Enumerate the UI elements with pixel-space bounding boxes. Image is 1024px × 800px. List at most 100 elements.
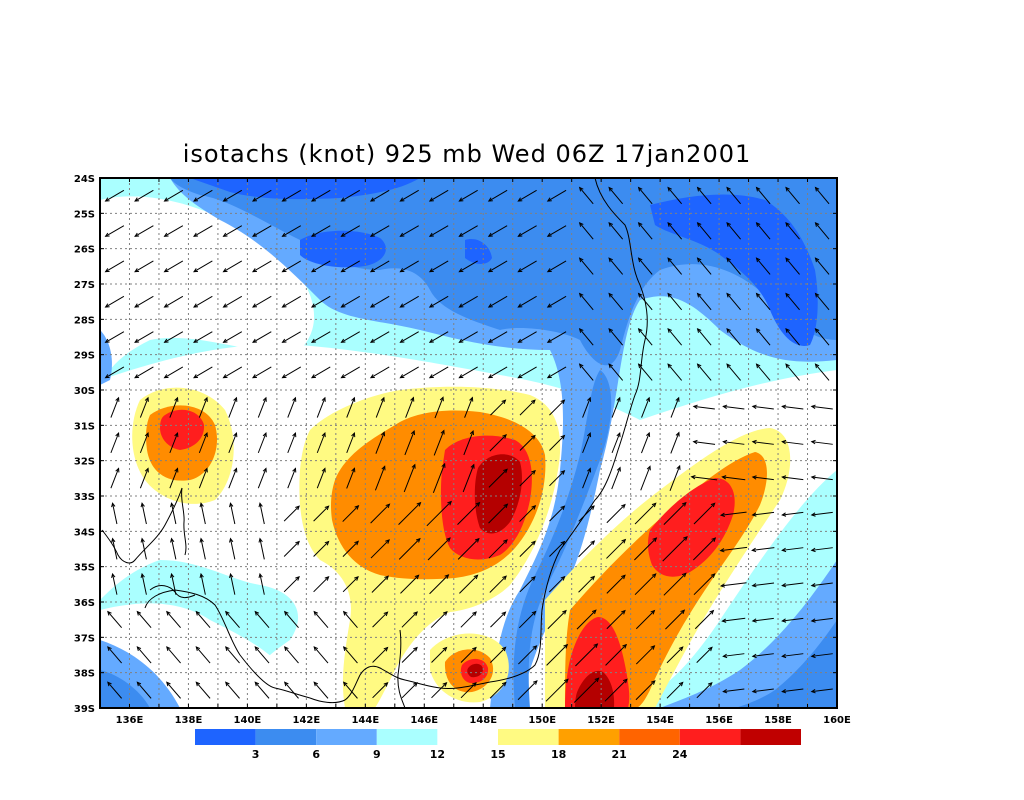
wind-arrow-head: [785, 257, 790, 263]
lat-label: 37S: [74, 633, 95, 644]
wind-arrow-head: [229, 572, 234, 578]
wind-arrow-head: [726, 363, 731, 369]
wind-arrow-shaft: [638, 363, 653, 381]
wind-arrow-head: [340, 268, 346, 273]
wind-arrow-shaft: [608, 222, 624, 240]
wind-arrow-head: [195, 681, 201, 687]
wind-arrow-head: [281, 232, 287, 237]
wind-arrow-shaft: [752, 511, 775, 516]
wind-arrow-shaft: [400, 260, 419, 273]
wind-arrow-head: [608, 363, 613, 369]
wind-arrow-head: [726, 292, 731, 298]
wind-arrow-head: [262, 467, 267, 473]
wind-arrow-head: [667, 327, 672, 333]
wind-arrow-head: [726, 257, 731, 263]
lat-label: 32S: [74, 457, 95, 468]
wind-arrow-head: [442, 646, 448, 652]
wind-arrow-head: [469, 396, 474, 402]
wind-arrow-shaft: [518, 366, 537, 379]
wind-arrow-shaft: [430, 611, 448, 628]
wind-arrow-shaft: [721, 582, 747, 587]
wind-arrow-shaft: [782, 405, 804, 410]
wind-arrow-shaft: [375, 397, 385, 418]
wind-arrow-head: [428, 197, 434, 202]
wind-arrow-shaft: [257, 397, 267, 418]
wind-arrow-head: [711, 537, 717, 542]
wind-arrow-shaft: [139, 432, 149, 454]
wind-arrow-head: [616, 466, 621, 472]
wind-arrow-head: [578, 257, 584, 263]
wind-arrow-head: [104, 374, 110, 379]
wind-arrow-shaft: [634, 537, 657, 561]
wind-arrow-head: [414, 574, 420, 580]
wind-arrow-shaft: [429, 260, 449, 273]
wind-arrow-head: [710, 502, 716, 508]
wind-arrow-shaft: [782, 653, 804, 657]
wind-arrow-shaft: [228, 468, 237, 489]
wind-arrow-shaft: [752, 547, 775, 551]
fill-blue-channel: [513, 370, 612, 708]
wind-arrow-shaft: [346, 432, 355, 454]
wind-arrow-shaft: [372, 682, 388, 699]
wind-arrow-shaft: [313, 505, 329, 522]
wind-arrow-head: [281, 197, 287, 202]
wind-arrow-shaft: [252, 366, 272, 379]
wind-arrow-head: [608, 186, 613, 192]
wind-arrow-head: [413, 682, 418, 687]
wind-arrow-shaft: [811, 476, 833, 481]
wind-arrow-shaft: [429, 225, 449, 237]
wind-arrow-shaft: [112, 573, 118, 595]
wind-arrow-head: [590, 575, 596, 581]
wind-arrow-head: [621, 503, 626, 509]
wind-arrow-shaft: [608, 187, 624, 205]
wind-arrow-shaft: [457, 538, 480, 560]
wind-arrow-head: [696, 186, 702, 192]
wind-arrow-shaft: [518, 295, 537, 308]
wind-arrow-shaft: [141, 573, 147, 595]
wind-arrow-head: [351, 467, 356, 473]
wind-arrow-head: [637, 327, 643, 333]
wind-arrow-head: [667, 363, 672, 369]
wind-arrow-head: [696, 327, 702, 333]
wind-arrow-shaft: [311, 260, 331, 273]
wind-arrow-head: [163, 232, 169, 237]
wind-arrow-shaft: [401, 682, 418, 699]
wind-arrow-head: [399, 197, 405, 202]
wind-arrow-head: [174, 432, 179, 438]
wind-arrow-head: [781, 475, 787, 480]
wind-arrow-shaft: [341, 260, 360, 273]
wind-arrow-shaft: [316, 432, 326, 454]
wind-arrow-shaft: [638, 328, 653, 346]
wind-arrow-head: [458, 303, 464, 308]
wind-arrow-shaft: [105, 260, 125, 273]
wind-arrow-head: [785, 327, 790, 333]
wind-vectors: [104, 186, 833, 703]
wind-arrow-shaft: [459, 295, 478, 308]
wind-arrow-shaft: [464, 397, 473, 418]
wind-arrow-shaft: [547, 260, 567, 273]
wind-arrow-head: [709, 609, 715, 615]
colorbar-label: 15: [490, 748, 505, 761]
wind-arrow-shaft: [139, 468, 149, 489]
wind-arrow-shaft: [459, 225, 478, 237]
wind-arrow-head: [546, 338, 552, 343]
wind-arrow-shaft: [164, 295, 184, 308]
wind-arrow-shaft: [756, 363, 771, 381]
wind-arrow-head: [692, 439, 698, 445]
wind-arrow-shaft: [785, 328, 800, 346]
wind-arrow-shaft: [811, 582, 833, 587]
wind-arrow-shaft: [105, 366, 125, 379]
wind-arrow-shaft: [489, 434, 507, 452]
wind-arrow-head: [531, 610, 537, 616]
colorbar-swatch: [740, 729, 801, 745]
wind-arrow-shaft: [252, 225, 272, 237]
wind-arrow-shaft: [785, 363, 800, 381]
wind-arrow-shaft: [370, 189, 390, 202]
wind-arrow-shaft: [134, 260, 154, 273]
wind-arrow-shaft: [547, 331, 567, 343]
lon-label: 156E: [705, 715, 733, 726]
wind-arrow-head: [340, 374, 346, 379]
wind-arrow-head: [163, 374, 169, 379]
lat-lon-grid: [100, 178, 837, 708]
wind-arrow-head: [532, 645, 538, 650]
